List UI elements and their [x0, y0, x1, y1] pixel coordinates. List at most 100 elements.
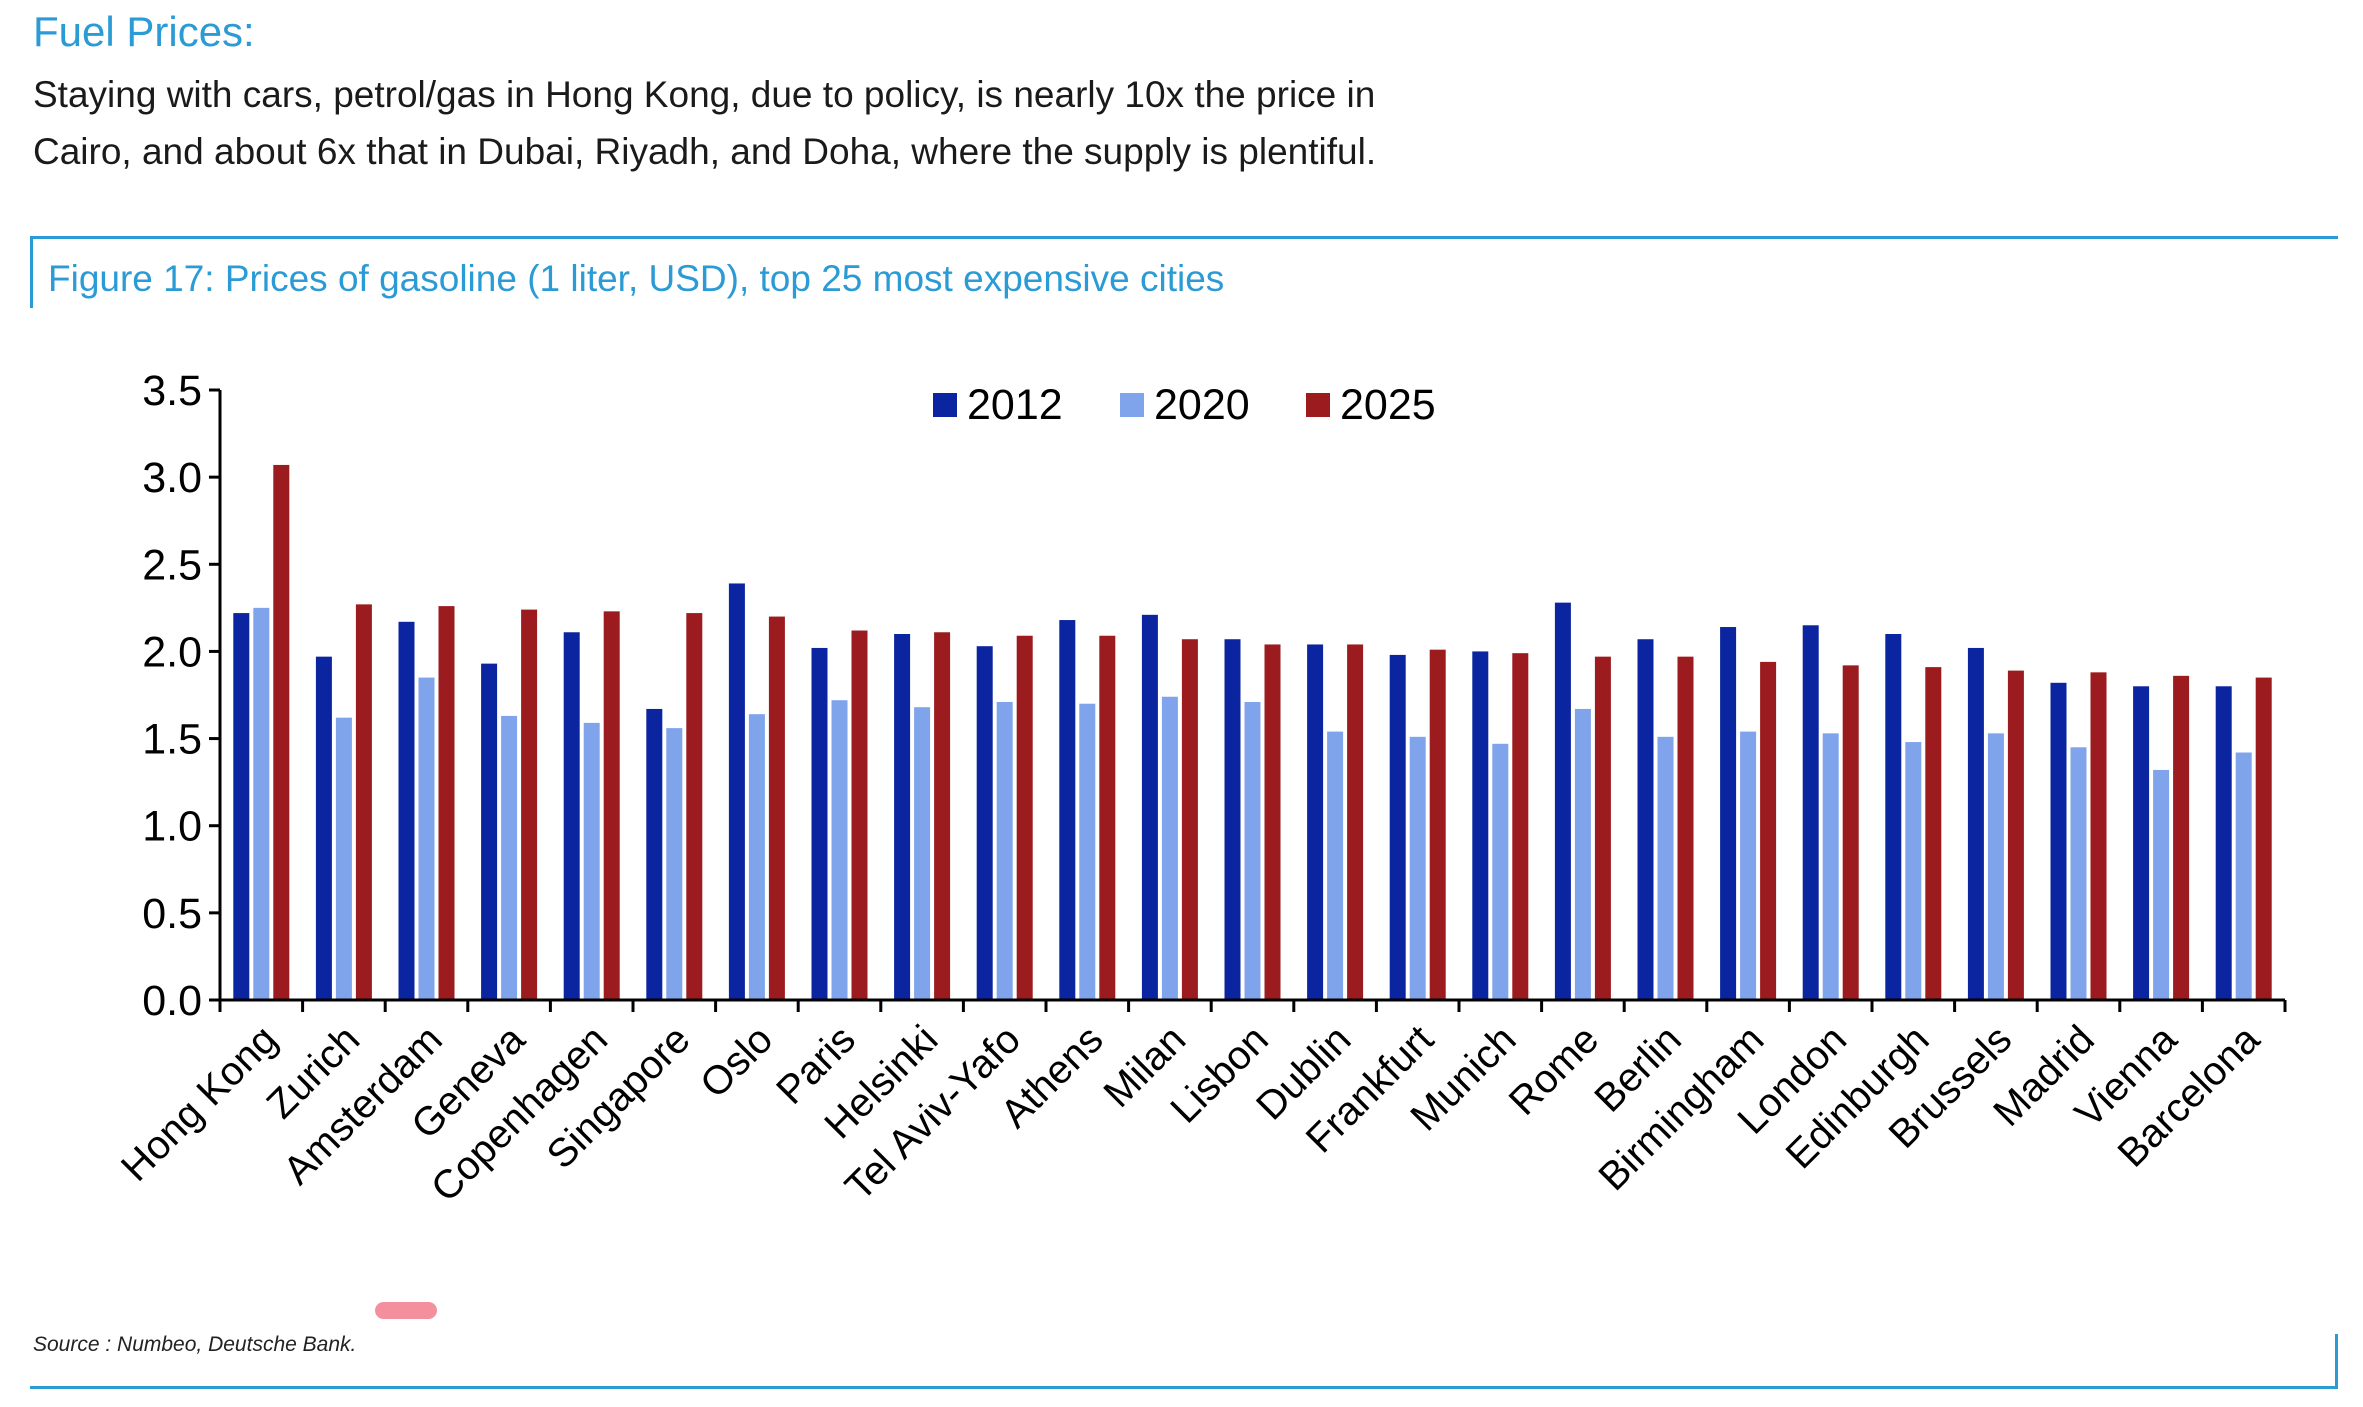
bar-2020-athens	[1079, 703, 1096, 1000]
bar-2025-rome	[1594, 656, 1611, 1000]
highlight-mark	[375, 1302, 437, 1319]
bar-2020-helsinki	[914, 707, 931, 1000]
bar-2025-athens	[1099, 635, 1116, 1000]
bar-2012-edinburgh	[1885, 634, 1902, 1000]
bar-2020-singapore	[666, 728, 683, 1000]
bar-2025-milan	[1181, 639, 1198, 1000]
bar-2020-london	[1822, 733, 1839, 1000]
bar-2012-london	[1802, 625, 1819, 1000]
figure-frame-right	[2335, 1334, 2338, 1389]
y-axis: 0.0 0.5 1.0 1.5 2.0 2.5 3.0 3.5	[142, 367, 222, 1025]
bar-2020-edinburgh	[1905, 742, 1922, 1000]
y-tick-label: 0.5	[142, 890, 202, 938]
x-axis: Hong KongZurichAmsterdamGenevaCopenhagen…	[113, 998, 2287, 1210]
legend-label-2012: 2012	[967, 381, 1063, 429]
bar-2012-singapore	[646, 708, 663, 1000]
intro-text: Staying with cars, petrol/gas in Hong Ko…	[33, 66, 1653, 180]
figure-frame-top	[30, 236, 2338, 239]
bar-2020-hong-kong	[253, 607, 270, 1000]
bar-2012-tel-aviv-yafo	[976, 646, 993, 1000]
legend-label-2020: 2020	[1154, 381, 1250, 429]
section-title: Fuel Prices:	[33, 8, 255, 55]
bar-2012-rome	[1554, 602, 1571, 1000]
bar-2020-dublin	[1327, 731, 1344, 1000]
bar-2020-milan	[1161, 696, 1178, 1000]
x-category-label: Rome	[1501, 1017, 1608, 1124]
bar-2020-frankfurt	[1409, 736, 1426, 1000]
y-tick-label: 3.0	[142, 454, 202, 502]
bar-2025-vienna	[2173, 675, 2190, 1000]
bar-2020-brussels	[1987, 733, 2004, 1000]
bar-2025-zurich	[355, 604, 372, 1000]
x-category-label: Oslo	[692, 1017, 781, 1106]
figure-title: Figure 17: Prices of gasoline (1 liter, …	[48, 258, 1225, 299]
bar-2025-london	[1842, 665, 1859, 1000]
legend-label-2025: 2025	[1340, 381, 1436, 429]
bar-2012-vienna	[2133, 686, 2150, 1000]
bar-2025-berlin	[1677, 656, 1694, 1000]
bar-2012-lisbon	[1224, 639, 1241, 1000]
bar-2025-hong-kong	[273, 464, 290, 1000]
bar-2012-copenhagen	[563, 632, 580, 1000]
bars	[233, 464, 2272, 1000]
bar-2012-hong-kong	[233, 613, 250, 1000]
bar-2012-geneva	[481, 663, 498, 1000]
y-tick-label: 1.5	[142, 716, 202, 764]
bar-2012-oslo	[728, 583, 745, 1000]
y-tick-label: 1.0	[142, 803, 202, 851]
x-category-label: Hong Kong	[113, 1017, 286, 1190]
y-tick-label: 3.5	[142, 367, 202, 415]
source-note: Source : Numbeo, Deutsche Bank.	[33, 1333, 357, 1356]
intro-line-2: Cairo, and about 6x that in Dubai, Riyad…	[33, 131, 1377, 172]
bar-2020-tel-aviv-yafo	[996, 701, 1013, 1000]
bar-2020-zurich	[335, 717, 352, 1000]
bar-2020-rome	[1574, 708, 1591, 1000]
bar-2025-geneva	[521, 609, 538, 1000]
bar-2012-barcelona	[2215, 686, 2232, 1000]
bar-2025-munich	[1512, 653, 1529, 1000]
legend-swatch-2012	[933, 393, 957, 417]
bar-2025-helsinki	[934, 632, 951, 1000]
legend-swatch-2020	[1120, 393, 1144, 417]
bar-2020-madrid	[2070, 747, 2087, 1000]
y-tick-label: 2.5	[142, 541, 202, 589]
bar-2012-munich	[1472, 651, 1489, 1000]
bar-2012-zurich	[315, 656, 332, 1000]
bar-2025-birmingham	[1760, 661, 1777, 1000]
bar-2020-copenhagen	[583, 722, 600, 1000]
bar-2020-amsterdam	[418, 677, 435, 1000]
bar-2020-vienna	[2153, 769, 2170, 1000]
bar-2012-paris	[811, 647, 828, 1000]
bar-2025-brussels	[2007, 670, 2024, 1000]
bar-2012-frankfurt	[1389, 654, 1406, 1000]
bar-2025-edinburgh	[1925, 667, 1942, 1000]
bar-2025-paris	[851, 630, 868, 1000]
bar-2025-tel-aviv-yafo	[1016, 635, 1033, 1000]
bar-2025-copenhagen	[603, 611, 620, 1000]
bar-2020-paris	[831, 700, 848, 1000]
bar-2012-athens	[1059, 620, 1076, 1000]
bar-2025-barcelona	[2255, 677, 2272, 1000]
bar-2020-munich	[1492, 743, 1509, 1000]
bar-2012-helsinki	[894, 634, 911, 1000]
bar-2025-amsterdam	[438, 606, 455, 1000]
intro-line-1: Staying with cars, petrol/gas in Hong Ko…	[33, 74, 1376, 115]
bar-2012-madrid	[2050, 682, 2067, 1000]
bar-2020-birmingham	[1740, 731, 1757, 1000]
bar-2025-oslo	[768, 616, 785, 1000]
bar-2025-dublin	[1347, 644, 1364, 1000]
bar-2020-berlin	[1657, 736, 1674, 1000]
bar-2025-madrid	[2090, 672, 2107, 1000]
bar-2012-milan	[1141, 614, 1158, 1000]
figure-frame-bottom	[30, 1386, 2338, 1389]
bar-2012-amsterdam	[398, 621, 415, 1000]
bar-2025-lisbon	[1264, 644, 1281, 1000]
bar-2012-brussels	[1967, 647, 1984, 1000]
figure-frame-left	[30, 236, 33, 308]
y-tick-label: 2.0	[142, 628, 202, 676]
legend: 2012 2020 2025	[933, 381, 1436, 429]
bar-2020-geneva	[501, 715, 518, 1000]
bar-2025-frankfurt	[1429, 649, 1446, 1000]
bar-2012-dublin	[1307, 644, 1324, 1000]
